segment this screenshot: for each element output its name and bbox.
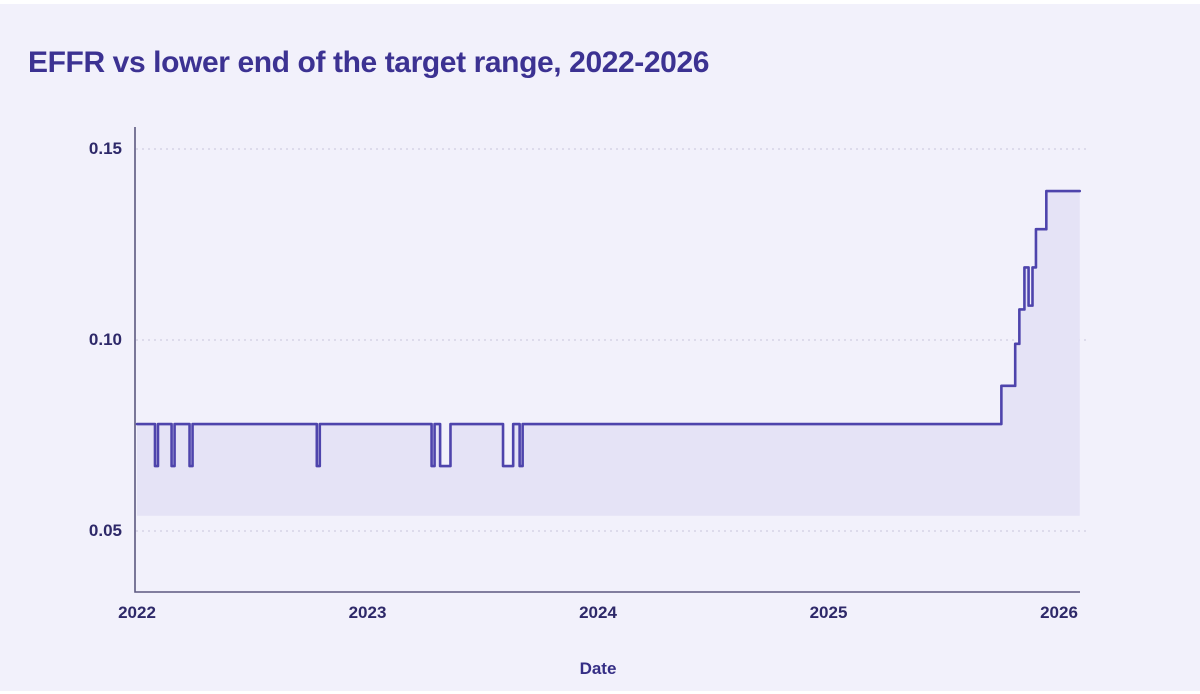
x-tick-label: 2023 — [348, 603, 387, 622]
bottom-margin — [0, 691, 1200, 694]
y-tick-label: 0.05 — [88, 521, 122, 540]
x-tick-label: 2022 — [118, 603, 156, 622]
gridlines — [136, 148, 1088, 532]
effr-step-line — [135, 189, 1082, 468]
area-fill — [137, 191, 1080, 516]
x-tick-label: 2026 — [1040, 603, 1078, 622]
x-tick-label: 2024 — [579, 603, 617, 622]
y-tick-label: 0.15 — [88, 139, 122, 158]
x-tick-label: 2025 — [809, 603, 848, 622]
axis-frame — [134, 127, 1080, 593]
chart-title: EFFR vs lower end of the target range, 2… — [28, 46, 710, 79]
x-axis-title: Date — [579, 659, 617, 678]
y-tick-label: 0.10 — [88, 330, 122, 349]
top-margin — [0, 0, 1200, 4]
